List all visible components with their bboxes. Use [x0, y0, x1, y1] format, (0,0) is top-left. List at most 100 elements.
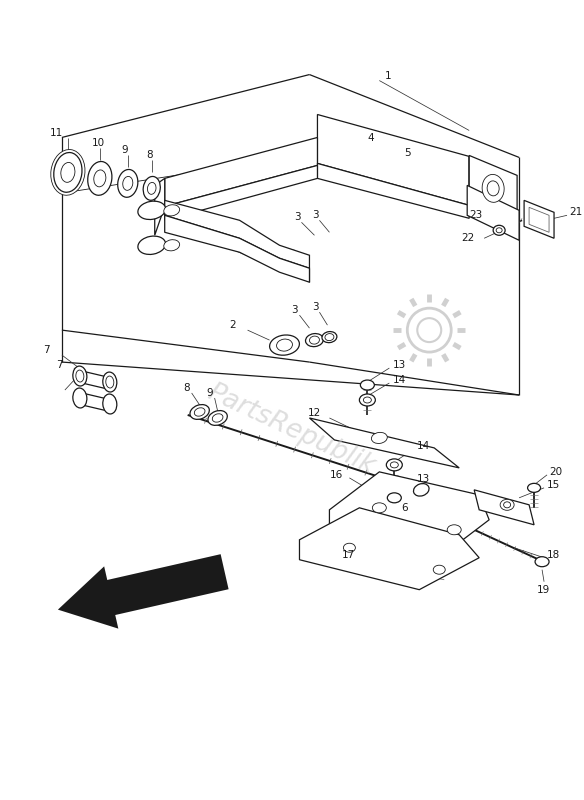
Ellipse shape: [390, 462, 398, 468]
Polygon shape: [78, 370, 112, 390]
Text: 4: 4: [367, 134, 374, 143]
Text: 1: 1: [384, 70, 391, 81]
Text: 2: 2: [230, 320, 236, 330]
Text: 12: 12: [307, 408, 321, 418]
Text: 20: 20: [549, 467, 562, 477]
Ellipse shape: [343, 543, 356, 552]
Ellipse shape: [147, 182, 156, 194]
Text: 8: 8: [147, 150, 154, 161]
Ellipse shape: [208, 410, 227, 426]
Polygon shape: [318, 163, 469, 218]
Text: 13: 13: [392, 360, 405, 370]
Ellipse shape: [106, 376, 114, 388]
Ellipse shape: [194, 408, 205, 416]
Ellipse shape: [103, 394, 117, 414]
Ellipse shape: [500, 499, 514, 510]
Ellipse shape: [535, 557, 549, 566]
Polygon shape: [310, 418, 459, 468]
Polygon shape: [58, 554, 228, 629]
Ellipse shape: [277, 339, 293, 351]
Polygon shape: [165, 138, 318, 206]
Ellipse shape: [447, 525, 461, 534]
Polygon shape: [165, 215, 310, 282]
Ellipse shape: [359, 394, 376, 406]
Text: 15: 15: [547, 480, 560, 490]
Polygon shape: [165, 200, 310, 268]
Ellipse shape: [190, 405, 209, 419]
Text: 23: 23: [469, 210, 482, 220]
Text: 7: 7: [43, 345, 50, 355]
Ellipse shape: [527, 483, 541, 492]
Text: 9: 9: [122, 146, 128, 155]
Ellipse shape: [51, 150, 85, 195]
Polygon shape: [329, 472, 489, 558]
Ellipse shape: [496, 228, 502, 233]
Text: 11: 11: [50, 129, 63, 138]
Ellipse shape: [387, 493, 401, 503]
Polygon shape: [474, 490, 534, 525]
Ellipse shape: [76, 370, 84, 382]
Ellipse shape: [103, 372, 117, 392]
Ellipse shape: [123, 177, 133, 190]
Text: 19: 19: [537, 585, 550, 594]
Ellipse shape: [487, 181, 499, 196]
Ellipse shape: [164, 240, 180, 251]
Ellipse shape: [325, 334, 334, 341]
Polygon shape: [300, 508, 479, 590]
Ellipse shape: [54, 153, 82, 192]
Circle shape: [407, 308, 451, 352]
Text: 8: 8: [184, 383, 190, 393]
Polygon shape: [469, 157, 489, 218]
Text: 9: 9: [207, 388, 213, 398]
Ellipse shape: [73, 366, 87, 386]
Text: PartsRepublik: PartsRepublik: [204, 380, 380, 480]
Text: 6: 6: [401, 503, 408, 513]
Text: 13: 13: [418, 474, 430, 484]
Ellipse shape: [94, 170, 106, 187]
Ellipse shape: [138, 201, 166, 219]
Polygon shape: [469, 155, 517, 226]
Ellipse shape: [88, 162, 112, 195]
Text: 22: 22: [461, 234, 474, 243]
Ellipse shape: [305, 334, 324, 346]
Text: 5: 5: [404, 149, 411, 158]
Ellipse shape: [433, 566, 445, 574]
Ellipse shape: [322, 331, 337, 342]
Text: 3: 3: [294, 212, 301, 222]
Polygon shape: [165, 166, 318, 220]
Text: 3: 3: [291, 305, 298, 315]
Polygon shape: [524, 200, 554, 238]
Text: 3: 3: [312, 210, 319, 220]
Ellipse shape: [118, 170, 138, 198]
Polygon shape: [318, 114, 469, 206]
Ellipse shape: [138, 236, 166, 254]
Circle shape: [418, 318, 442, 342]
Polygon shape: [529, 207, 549, 232]
Text: 21: 21: [569, 207, 582, 218]
Text: 14: 14: [418, 441, 430, 451]
Text: 10: 10: [92, 138, 105, 149]
Ellipse shape: [373, 503, 387, 513]
Polygon shape: [78, 392, 112, 412]
Ellipse shape: [360, 380, 374, 390]
Text: 18: 18: [547, 550, 560, 560]
Polygon shape: [155, 178, 165, 235]
Text: 16: 16: [329, 470, 343, 480]
Ellipse shape: [310, 336, 319, 344]
Polygon shape: [467, 186, 519, 240]
Ellipse shape: [73, 388, 87, 408]
Ellipse shape: [61, 162, 75, 182]
Text: 3: 3: [312, 302, 319, 312]
Ellipse shape: [213, 414, 223, 422]
Ellipse shape: [270, 335, 300, 355]
Ellipse shape: [413, 483, 429, 496]
Ellipse shape: [493, 226, 505, 235]
Ellipse shape: [482, 174, 504, 202]
Ellipse shape: [143, 177, 160, 200]
Text: 17: 17: [342, 550, 354, 560]
Text: 14: 14: [392, 375, 405, 385]
Ellipse shape: [371, 432, 387, 443]
Text: 7: 7: [56, 360, 62, 370]
Ellipse shape: [503, 502, 510, 508]
Ellipse shape: [164, 205, 180, 216]
